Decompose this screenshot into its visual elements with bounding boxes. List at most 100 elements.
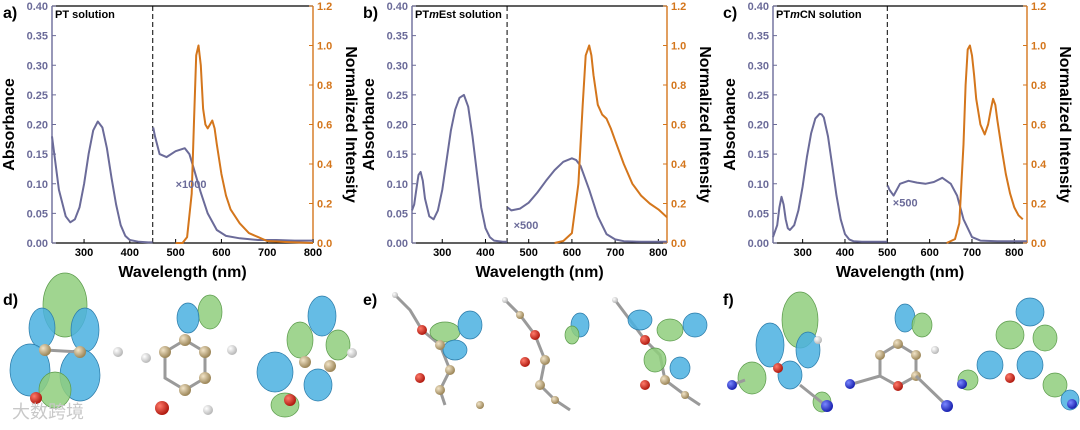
y-left-tick-label: 0.00 [748, 238, 769, 250]
y-left-tick-label: 0.00 [387, 238, 408, 250]
multiplier-label: ×500 [514, 220, 539, 232]
orbital-image-f2 [845, 303, 953, 412]
y-right-tick-label: 0.8 [317, 80, 332, 92]
orbital-image-f1 [727, 291, 833, 413]
y-axis-title-left: Absorbance [1, 78, 18, 171]
y-left-tick-label: 0.05 [387, 208, 408, 220]
x-tick-label: 600 [212, 247, 230, 259]
y-left-tick-label: 0.25 [748, 90, 769, 102]
y-left-tick-label: 0.05 [27, 208, 48, 220]
y-right-tick-label: 0.2 [317, 199, 332, 211]
orbital-image-d2 [141, 294, 237, 415]
y-right-tick-label: 0.6 [671, 120, 686, 132]
x-axis-title: Wavelength (nm) [836, 264, 964, 281]
x-tick-label: 500 [520, 247, 538, 259]
x-tick-label: 500 [166, 247, 184, 259]
orbital-image-d3 [256, 295, 357, 418]
y-right-tick-label: 0.8 [1031, 80, 1046, 92]
y-left-tick-label: 0.10 [27, 179, 48, 191]
x-tick-label: 700 [963, 247, 981, 259]
orbital-image-e3 [612, 297, 708, 407]
x-tick-label: 800 [304, 247, 322, 259]
x-tick-label: 800 [1005, 247, 1023, 259]
multiplier-label: ×500 [893, 198, 918, 210]
x-axis-title: Wavelength (nm) [118, 264, 246, 281]
y-right-tick-label: 0.6 [1031, 120, 1046, 132]
y-right-tick-label: 0.2 [671, 199, 686, 211]
y-left-tick-label: 0.05 [748, 208, 769, 220]
y-right-tick-label: 0.8 [671, 80, 686, 92]
orbital-image-e1 [392, 292, 484, 409]
y-left-tick-label: 0.25 [387, 90, 408, 102]
chart-title-part: PT solution [55, 9, 115, 21]
panel-label-d: d) [3, 292, 18, 309]
y-left-tick-label: 0.10 [748, 179, 769, 191]
y-right-tick-label: 0.4 [1031, 159, 1047, 171]
x-axis-title: Wavelength (nm) [475, 264, 603, 281]
y-left-tick-label: 0.40 [387, 1, 408, 13]
y-left-tick-label: 0.30 [748, 60, 769, 72]
panel-label-f: f) [723, 292, 734, 309]
y-right-tick-label: 0.0 [671, 238, 686, 250]
y-left-tick-label: 0.15 [387, 149, 408, 161]
y-axis-title-right: Normalized Intensity [696, 46, 713, 203]
y-right-tick-label: 0.0 [1031, 238, 1046, 250]
watermark: 大数跨境 [12, 402, 84, 422]
emission-line [175, 44, 314, 244]
y-left-tick-label: 0.25 [27, 90, 48, 102]
y-left-tick-label: 0.30 [387, 60, 408, 72]
chart-ptmcn-solution: 300 400 500 600 700 800 0.00 0.05 0.10 0.15 0.20 0.… [722, 1, 1073, 281]
y-left-tick-label: 0.10 [387, 179, 408, 191]
y-left-tick-label: 0.15 [748, 149, 769, 161]
x-tick-label: 300 [433, 247, 451, 259]
chart-title-part: CN solution [800, 9, 862, 21]
chart-title-part: Est solution [439, 9, 502, 21]
absorbance-line [772, 112, 888, 243]
y-axis-title-left: Absorbance [361, 78, 378, 171]
chart-title: PTmCN solution [776, 9, 862, 21]
y-left-tick-label: 0.15 [27, 149, 48, 161]
y-left-tick-label: 0.20 [27, 120, 48, 132]
y-left-tick-label: 0.20 [748, 120, 769, 132]
y-right-tick-label: 1.2 [1031, 1, 1046, 13]
x-tick-label: 400 [121, 247, 139, 259]
x-tick-label: 700 [606, 247, 624, 259]
absorbance-line [506, 157, 667, 243]
panel-label-a: a) [3, 5, 17, 22]
multiplier-label: ×1000 [176, 179, 207, 191]
panel-label-e: e) [363, 292, 377, 309]
x-tick-label: 700 [258, 247, 276, 259]
chart-title-part: m [790, 9, 800, 21]
y-right-tick-label: 1.0 [317, 41, 332, 53]
orbital-image-e2 [502, 297, 590, 412]
x-tick-label: 300 [75, 247, 93, 259]
y-right-tick-label: 1.0 [671, 41, 686, 53]
y-axis-title-left: Absorbance [722, 78, 739, 171]
emission-line [946, 44, 1024, 244]
x-tick-label: 600 [920, 247, 938, 259]
chart-title: PT solution [55, 9, 115, 21]
x-tick-label: 600 [563, 247, 581, 259]
y-right-tick-label: 0.6 [317, 120, 332, 132]
y-right-tick-label: 0.4 [671, 159, 687, 171]
y-right-tick-label: 0.0 [317, 238, 332, 250]
x-tick-label: 300 [793, 247, 811, 259]
chart-title-part: PT [776, 9, 790, 21]
y-left-tick-label: 0.40 [27, 1, 48, 13]
y-right-tick-label: 0.2 [1031, 199, 1046, 211]
y-right-tick-label: 1.0 [1031, 41, 1046, 53]
x-tick-label: 400 [476, 247, 494, 259]
x-tick-label: 500 [878, 247, 896, 259]
y-right-tick-label: 1.2 [317, 1, 332, 13]
chart-title-part: PT [415, 9, 429, 21]
y-left-tick-label: 0.35 [27, 31, 48, 43]
absorbance-line [51, 120, 153, 244]
x-tick-label: 800 [649, 247, 667, 259]
y-axis-title-right: Normalized Intensity [342, 46, 359, 203]
chart-title-part: m [429, 9, 439, 21]
orbital-image-d1 [9, 272, 123, 409]
absorbance-line [411, 93, 508, 243]
emission-line [554, 44, 668, 244]
y-left-tick-label: 0.35 [387, 31, 408, 43]
